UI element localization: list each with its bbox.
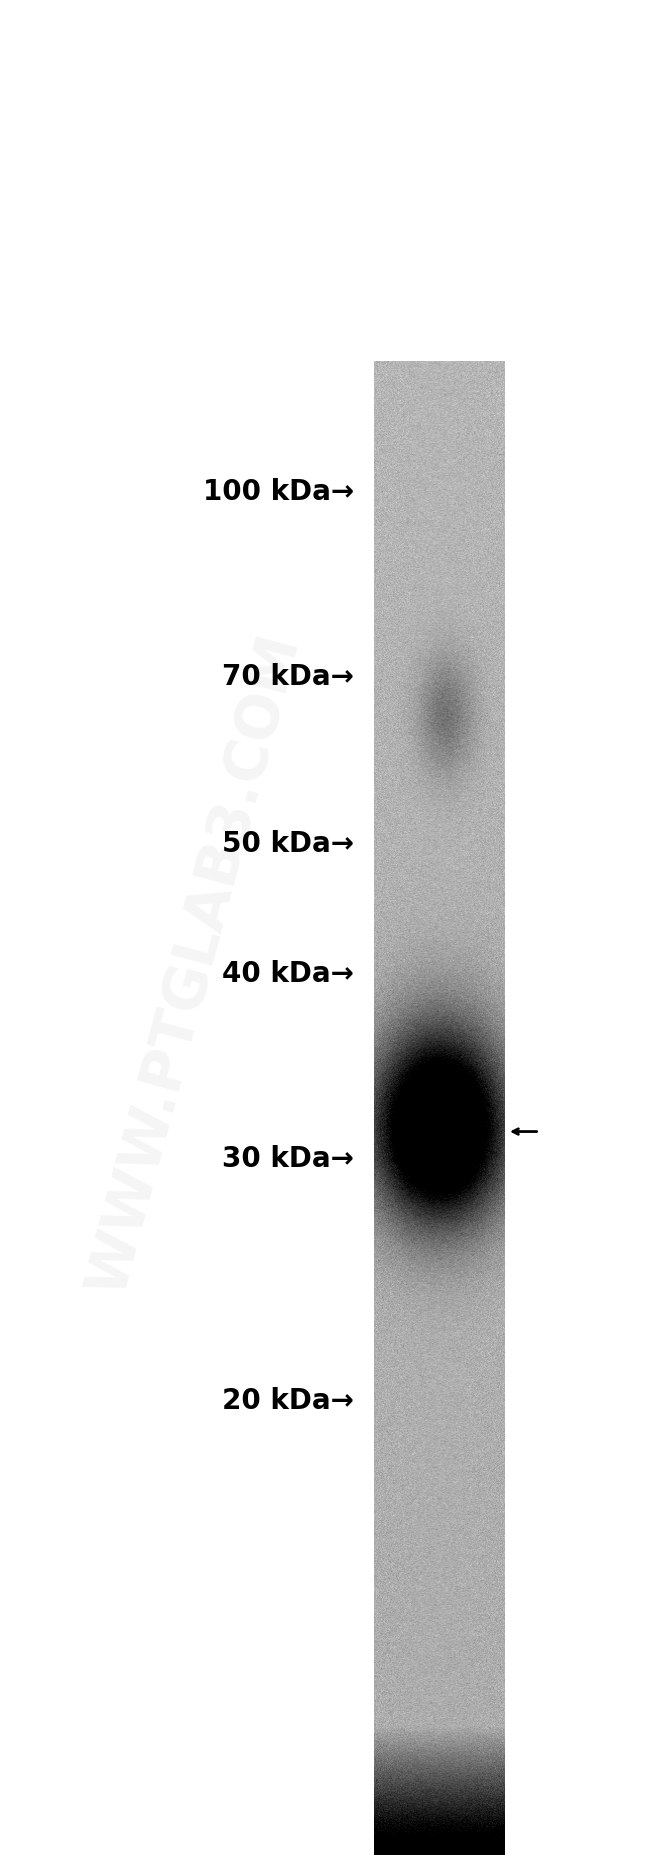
Text: 40 kDa→: 40 kDa→ — [222, 959, 354, 989]
Text: 20 kDa→: 20 kDa→ — [222, 1386, 354, 1415]
Text: WWW.PTGLAB3.COM: WWW.PTGLAB3.COM — [79, 629, 311, 1300]
Text: 30 kDa→: 30 kDa→ — [222, 1145, 354, 1174]
Text: 50 kDa→: 50 kDa→ — [222, 829, 354, 859]
Text: 100 kDa→: 100 kDa→ — [203, 477, 354, 506]
Text: 70 kDa→: 70 kDa→ — [222, 662, 354, 692]
